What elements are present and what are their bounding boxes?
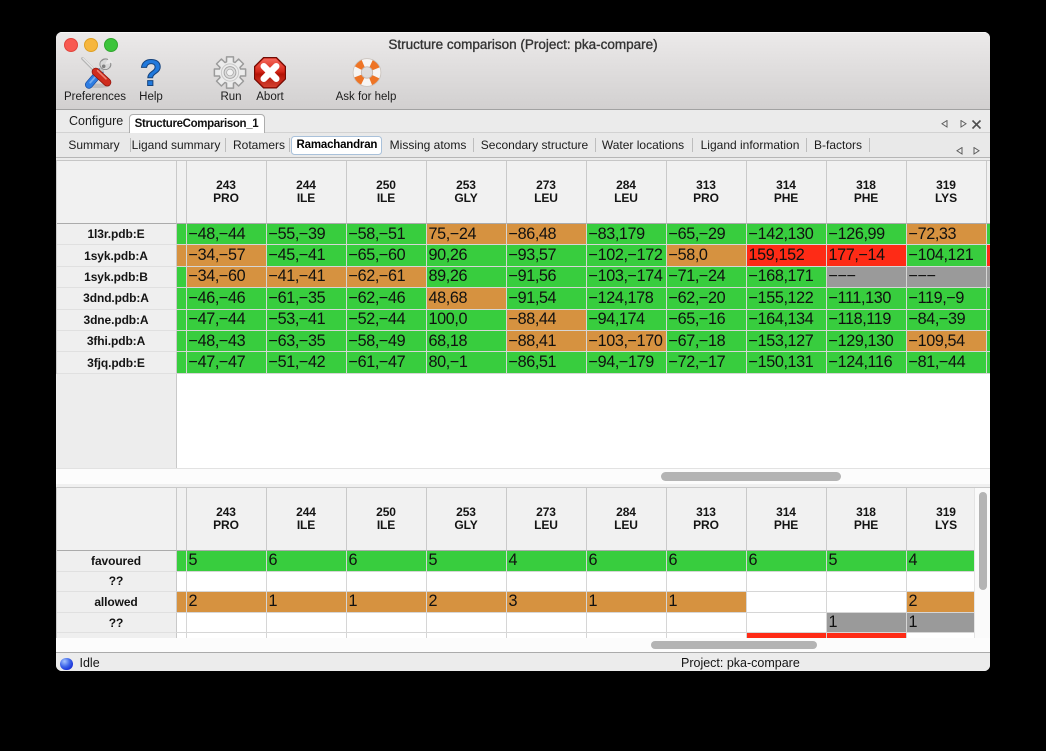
svg-text:?: ? [140, 56, 163, 89]
